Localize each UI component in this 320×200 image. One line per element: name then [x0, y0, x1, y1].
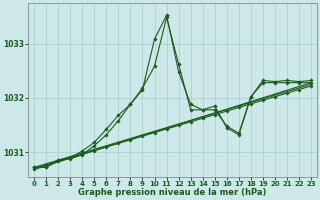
X-axis label: Graphe pression niveau de la mer (hPa): Graphe pression niveau de la mer (hPa): [78, 188, 267, 197]
